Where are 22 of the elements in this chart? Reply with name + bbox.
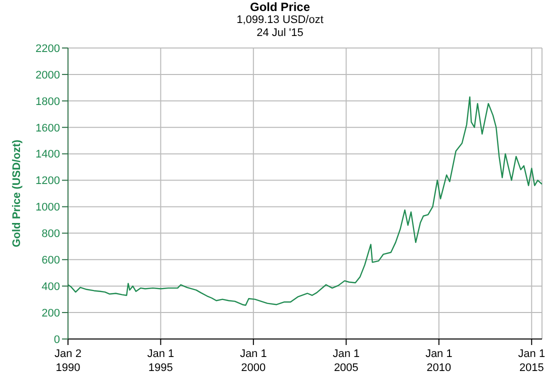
y-tick-label: 400	[42, 280, 60, 293]
y-tick-label: 2200	[36, 42, 60, 55]
y-tick-label: 1400	[36, 148, 60, 161]
y-axis-title: Gold Price (USD/ozt)	[10, 139, 23, 248]
y-tick-label: 600	[42, 254, 60, 267]
y-tick-label: 200	[42, 307, 60, 320]
line-series	[68, 96, 542, 306]
y-tick-label: 1000	[36, 202, 60, 214]
x-tick-label: Jan 1 2015	[518, 348, 546, 374]
chart-subtitle: 1,099.13 USD/ozt 24 Jul '15	[236, 14, 324, 40]
x-tick-label: Jan 1 1995	[147, 348, 174, 374]
x-tick-label: Jan 2 1990	[54, 348, 82, 374]
y-tick-label: 1800	[36, 96, 60, 108]
chart-title: Gold Price	[248, 0, 312, 14]
y-tick-label: 1600	[36, 122, 60, 134]
y-tick-label: 2000	[36, 69, 60, 82]
y-tick-label: 0	[54, 334, 60, 346]
x-tick-label: Jan 1 2010	[425, 348, 452, 374]
x-tick-label: Jan 1 2005	[332, 348, 360, 374]
y-tick-label: 1200	[36, 175, 60, 188]
y-tick-label: 800	[42, 228, 60, 240]
x-tick-label: Jan 1 2000	[240, 348, 267, 374]
